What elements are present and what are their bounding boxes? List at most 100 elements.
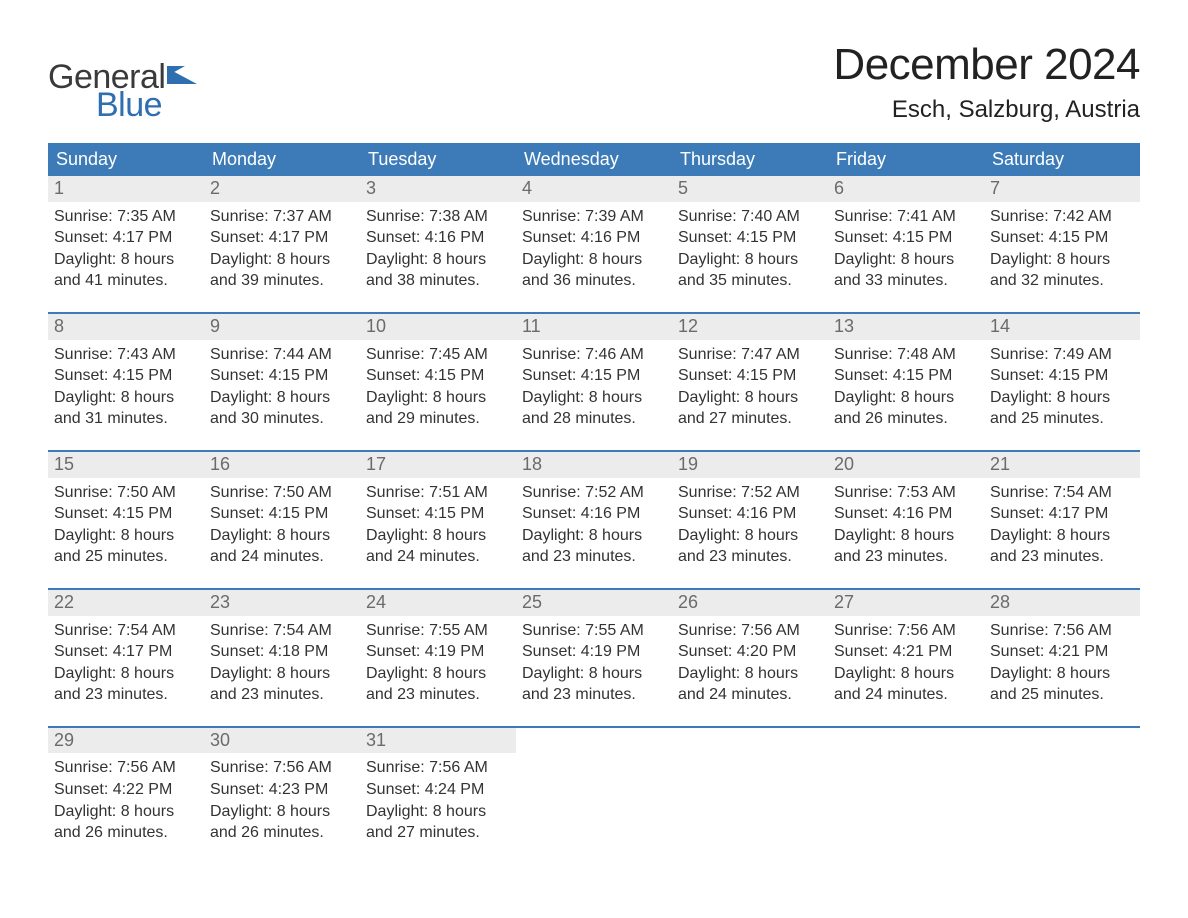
daylight-line-1: Daylight: 8 hours [366, 525, 510, 547]
sunset-line: Sunset: 4:15 PM [210, 365, 354, 387]
calendar-day: 2Sunrise: 7:37 AMSunset: 4:17 PMDaylight… [204, 176, 360, 310]
daylight-line-1: Daylight: 8 hours [210, 525, 354, 547]
daylight-line-2: and 26 minutes. [834, 408, 978, 430]
sunset-line: Sunset: 4:21 PM [990, 641, 1134, 663]
sunrise-line: Sunrise: 7:37 AM [210, 206, 354, 228]
daylight-line-1: Daylight: 8 hours [990, 663, 1134, 685]
dow-cell: Sunday [48, 143, 204, 176]
daylight-line-1: Daylight: 8 hours [210, 249, 354, 271]
day-details: Sunrise: 7:56 AMSunset: 4:22 PMDaylight:… [48, 753, 204, 861]
daylight-line-1: Daylight: 8 hours [834, 525, 978, 547]
sunset-line: Sunset: 4:16 PM [366, 227, 510, 249]
day-details: Sunrise: 7:47 AMSunset: 4:15 PMDaylight:… [672, 340, 828, 448]
day-number [672, 728, 828, 754]
daylight-line-2: and 38 minutes. [366, 270, 510, 292]
day-number: 11 [516, 314, 672, 340]
day-number: 26 [672, 590, 828, 616]
day-details: Sunrise: 7:56 AMSunset: 4:23 PMDaylight:… [204, 753, 360, 861]
sunrise-line: Sunrise: 7:35 AM [54, 206, 198, 228]
sunset-line: Sunset: 4:15 PM [54, 503, 198, 525]
page-title: December 2024 [833, 40, 1140, 90]
calendar-day: 16Sunrise: 7:50 AMSunset: 4:15 PMDayligh… [204, 452, 360, 586]
header: General Blue December 2024 Esch, Salzbur… [48, 40, 1140, 125]
sunrise-line: Sunrise: 7:46 AM [522, 344, 666, 366]
day-number: 12 [672, 314, 828, 340]
sunset-line: Sunset: 4:16 PM [522, 503, 666, 525]
calendar-day: 9Sunrise: 7:44 AMSunset: 4:15 PMDaylight… [204, 314, 360, 448]
day-details: Sunrise: 7:49 AMSunset: 4:15 PMDaylight:… [984, 340, 1140, 448]
daylight-line-2: and 23 minutes. [834, 546, 978, 568]
daylight-line-2: and 23 minutes. [678, 546, 822, 568]
sunrise-line: Sunrise: 7:41 AM [834, 206, 978, 228]
day-details: Sunrise: 7:45 AMSunset: 4:15 PMDaylight:… [360, 340, 516, 448]
daylight-line-2: and 30 minutes. [210, 408, 354, 430]
daylight-line-1: Daylight: 8 hours [522, 387, 666, 409]
day-details: Sunrise: 7:56 AMSunset: 4:24 PMDaylight:… [360, 753, 516, 861]
sunrise-line: Sunrise: 7:43 AM [54, 344, 198, 366]
day-number: 14 [984, 314, 1140, 340]
sunrise-line: Sunrise: 7:48 AM [834, 344, 978, 366]
day-details: Sunrise: 7:48 AMSunset: 4:15 PMDaylight:… [828, 340, 984, 448]
sunrise-line: Sunrise: 7:50 AM [54, 482, 198, 504]
day-number: 27 [828, 590, 984, 616]
sunrise-line: Sunrise: 7:40 AM [678, 206, 822, 228]
daylight-line-1: Daylight: 8 hours [210, 387, 354, 409]
sunrise-line: Sunrise: 7:55 AM [366, 620, 510, 642]
day-details: Sunrise: 7:53 AMSunset: 4:16 PMDaylight:… [828, 478, 984, 586]
daylight-line-2: and 28 minutes. [522, 408, 666, 430]
day-details: Sunrise: 7:38 AMSunset: 4:16 PMDaylight:… [360, 202, 516, 310]
daylight-line-1: Daylight: 8 hours [366, 663, 510, 685]
title-block: December 2024 Esch, Salzburg, Austria [833, 40, 1140, 124]
sunset-line: Sunset: 4:16 PM [522, 227, 666, 249]
daylight-line-2: and 41 minutes. [54, 270, 198, 292]
daylight-line-2: and 31 minutes. [54, 408, 198, 430]
calendar-day: 27Sunrise: 7:56 AMSunset: 4:21 PMDayligh… [828, 590, 984, 724]
day-number: 29 [48, 728, 204, 754]
calendar-day [984, 728, 1140, 862]
sunrise-line: Sunrise: 7:56 AM [366, 757, 510, 779]
sunset-line: Sunset: 4:15 PM [834, 227, 978, 249]
sunrise-line: Sunrise: 7:38 AM [366, 206, 510, 228]
calendar-day: 30Sunrise: 7:56 AMSunset: 4:23 PMDayligh… [204, 728, 360, 862]
sunset-line: Sunset: 4:15 PM [990, 365, 1134, 387]
day-details: Sunrise: 7:43 AMSunset: 4:15 PMDaylight:… [48, 340, 204, 448]
dow-cell: Monday [204, 143, 360, 176]
daylight-line-1: Daylight: 8 hours [678, 663, 822, 685]
day-number: 20 [828, 452, 984, 478]
day-number: 1 [48, 176, 204, 202]
day-number: 25 [516, 590, 672, 616]
dow-cell: Thursday [672, 143, 828, 176]
sunset-line: Sunset: 4:20 PM [678, 641, 822, 663]
sunset-line: Sunset: 4:23 PM [210, 779, 354, 801]
day-details: Sunrise: 7:55 AMSunset: 4:19 PMDaylight:… [516, 616, 672, 724]
day-number: 31 [360, 728, 516, 754]
daylight-line-1: Daylight: 8 hours [834, 387, 978, 409]
daylight-line-2: and 24 minutes. [678, 684, 822, 706]
day-number: 3 [360, 176, 516, 202]
day-number: 13 [828, 314, 984, 340]
daylight-line-1: Daylight: 8 hours [834, 249, 978, 271]
sunset-line: Sunset: 4:17 PM [990, 503, 1134, 525]
day-number: 5 [672, 176, 828, 202]
daylight-line-1: Daylight: 8 hours [210, 663, 354, 685]
daylight-line-2: and 32 minutes. [990, 270, 1134, 292]
calendar-week: 22Sunrise: 7:54 AMSunset: 4:17 PMDayligh… [48, 588, 1140, 724]
brand-logo: General Blue [48, 40, 197, 125]
calendar-week: 29Sunrise: 7:56 AMSunset: 4:22 PMDayligh… [48, 726, 1140, 862]
day-details: Sunrise: 7:39 AMSunset: 4:16 PMDaylight:… [516, 202, 672, 310]
calendar-day: 28Sunrise: 7:56 AMSunset: 4:21 PMDayligh… [984, 590, 1140, 724]
sunset-line: Sunset: 4:15 PM [366, 365, 510, 387]
sunset-line: Sunset: 4:24 PM [366, 779, 510, 801]
day-details: Sunrise: 7:50 AMSunset: 4:15 PMDaylight:… [48, 478, 204, 586]
daylight-line-1: Daylight: 8 hours [522, 525, 666, 547]
daylight-line-1: Daylight: 8 hours [366, 801, 510, 823]
day-details: Sunrise: 7:52 AMSunset: 4:16 PMDaylight:… [516, 478, 672, 586]
sunrise-line: Sunrise: 7:54 AM [990, 482, 1134, 504]
calendar-day: 26Sunrise: 7:56 AMSunset: 4:20 PMDayligh… [672, 590, 828, 724]
day-details: Sunrise: 7:35 AMSunset: 4:17 PMDaylight:… [48, 202, 204, 310]
daylight-line-1: Daylight: 8 hours [366, 387, 510, 409]
daylight-line-1: Daylight: 8 hours [990, 525, 1134, 547]
daylight-line-2: and 25 minutes. [54, 546, 198, 568]
calendar-day [828, 728, 984, 862]
daylight-line-2: and 36 minutes. [522, 270, 666, 292]
